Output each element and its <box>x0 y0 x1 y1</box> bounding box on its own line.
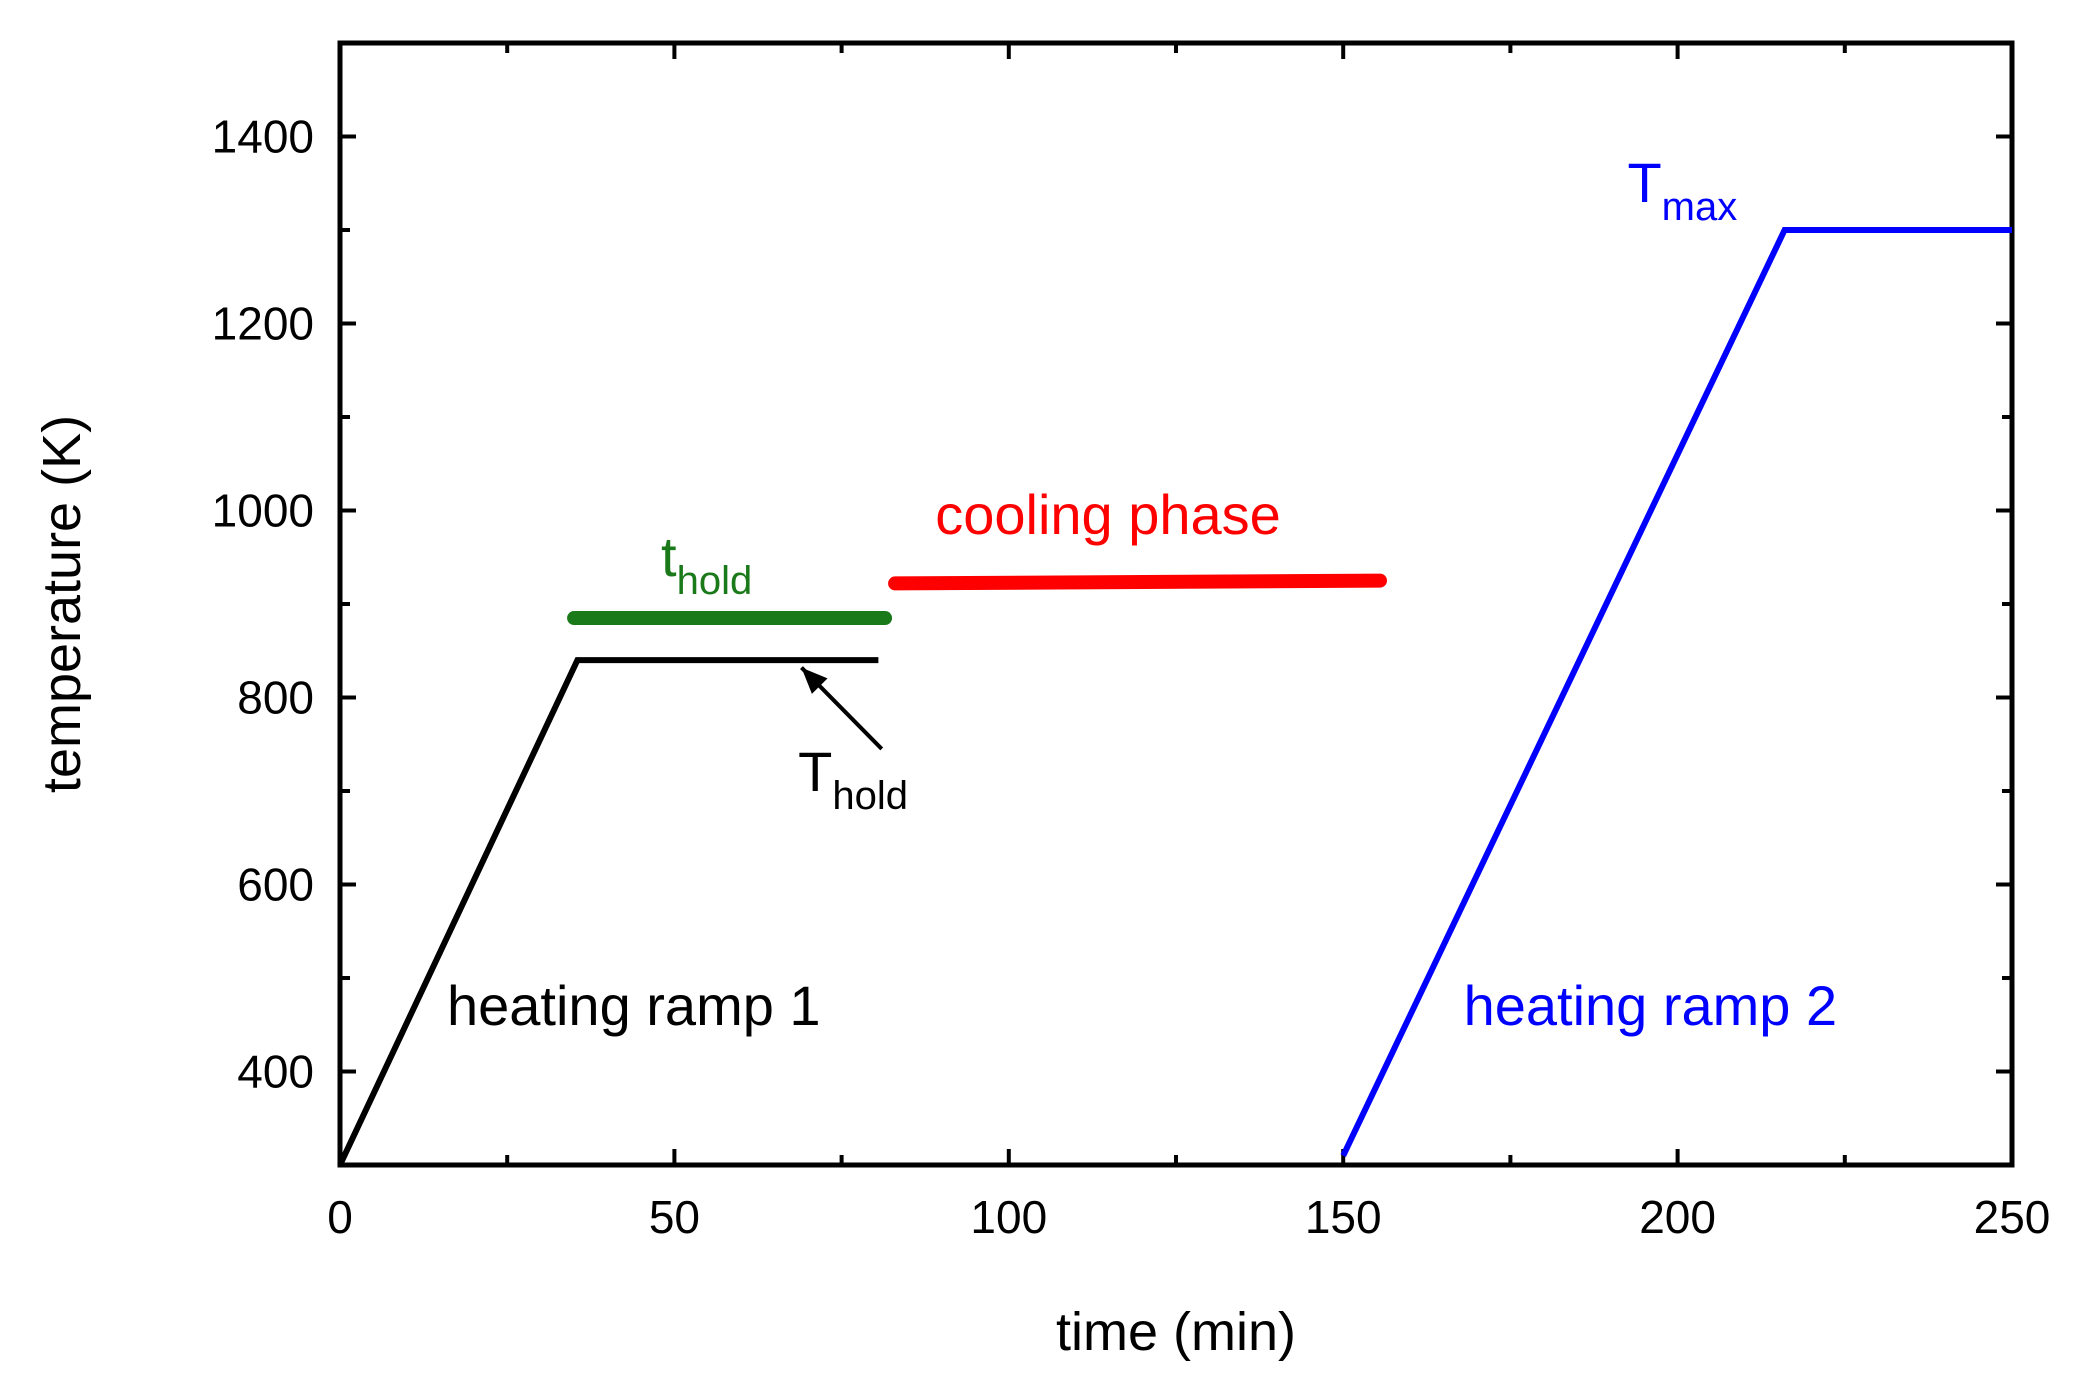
y-tick-label: 600 <box>237 859 314 911</box>
x-tick-label: 150 <box>1305 1191 1382 1243</box>
y-axis-title: temperature (K) <box>32 415 92 793</box>
bar-cooling-phase <box>888 573 1387 591</box>
x-tick-label: 100 <box>970 1191 1047 1243</box>
series <box>337 227 2012 1167</box>
y-tick-label: 1000 <box>212 485 314 537</box>
hold-bars <box>567 573 1387 626</box>
label-t-hold: thold <box>661 525 752 603</box>
x-tick-label: 50 <box>649 1191 700 1243</box>
label-heating-ramp-2: heating ramp 2 <box>1464 974 1838 1037</box>
label-T-max: Tmax <box>1627 151 1737 229</box>
y-tick-label: 1400 <box>212 111 314 163</box>
y-tick-label: 1200 <box>212 298 314 350</box>
x-tick-label: 200 <box>1639 1191 1716 1243</box>
series-line-1 <box>337 657 879 1167</box>
annotations: heating ramp 1 heating ramp 2 cooling phas… <box>447 151 1837 1037</box>
label-cooling-phase: cooling phase <box>935 483 1281 546</box>
y-tick-label: 400 <box>237 1046 314 1098</box>
label-T-hold: Thold <box>798 740 908 818</box>
x-axis-title: time (min) <box>1056 1302 1296 1362</box>
x-tick-label: 0 <box>327 1191 353 1243</box>
y-tick-label: 800 <box>237 672 314 724</box>
x-tick-label: 250 <box>1974 1191 2051 1243</box>
ticks <box>338 41 2014 1167</box>
arrow-head <box>801 667 828 694</box>
series-line-2 <box>1340 227 2012 1157</box>
label-heating-ramp-1: heating ramp 1 <box>447 974 821 1037</box>
tick-labels: 0 50 100 150 200 250 400 600 800 1000 1200 1400 <box>212 111 2051 1244</box>
